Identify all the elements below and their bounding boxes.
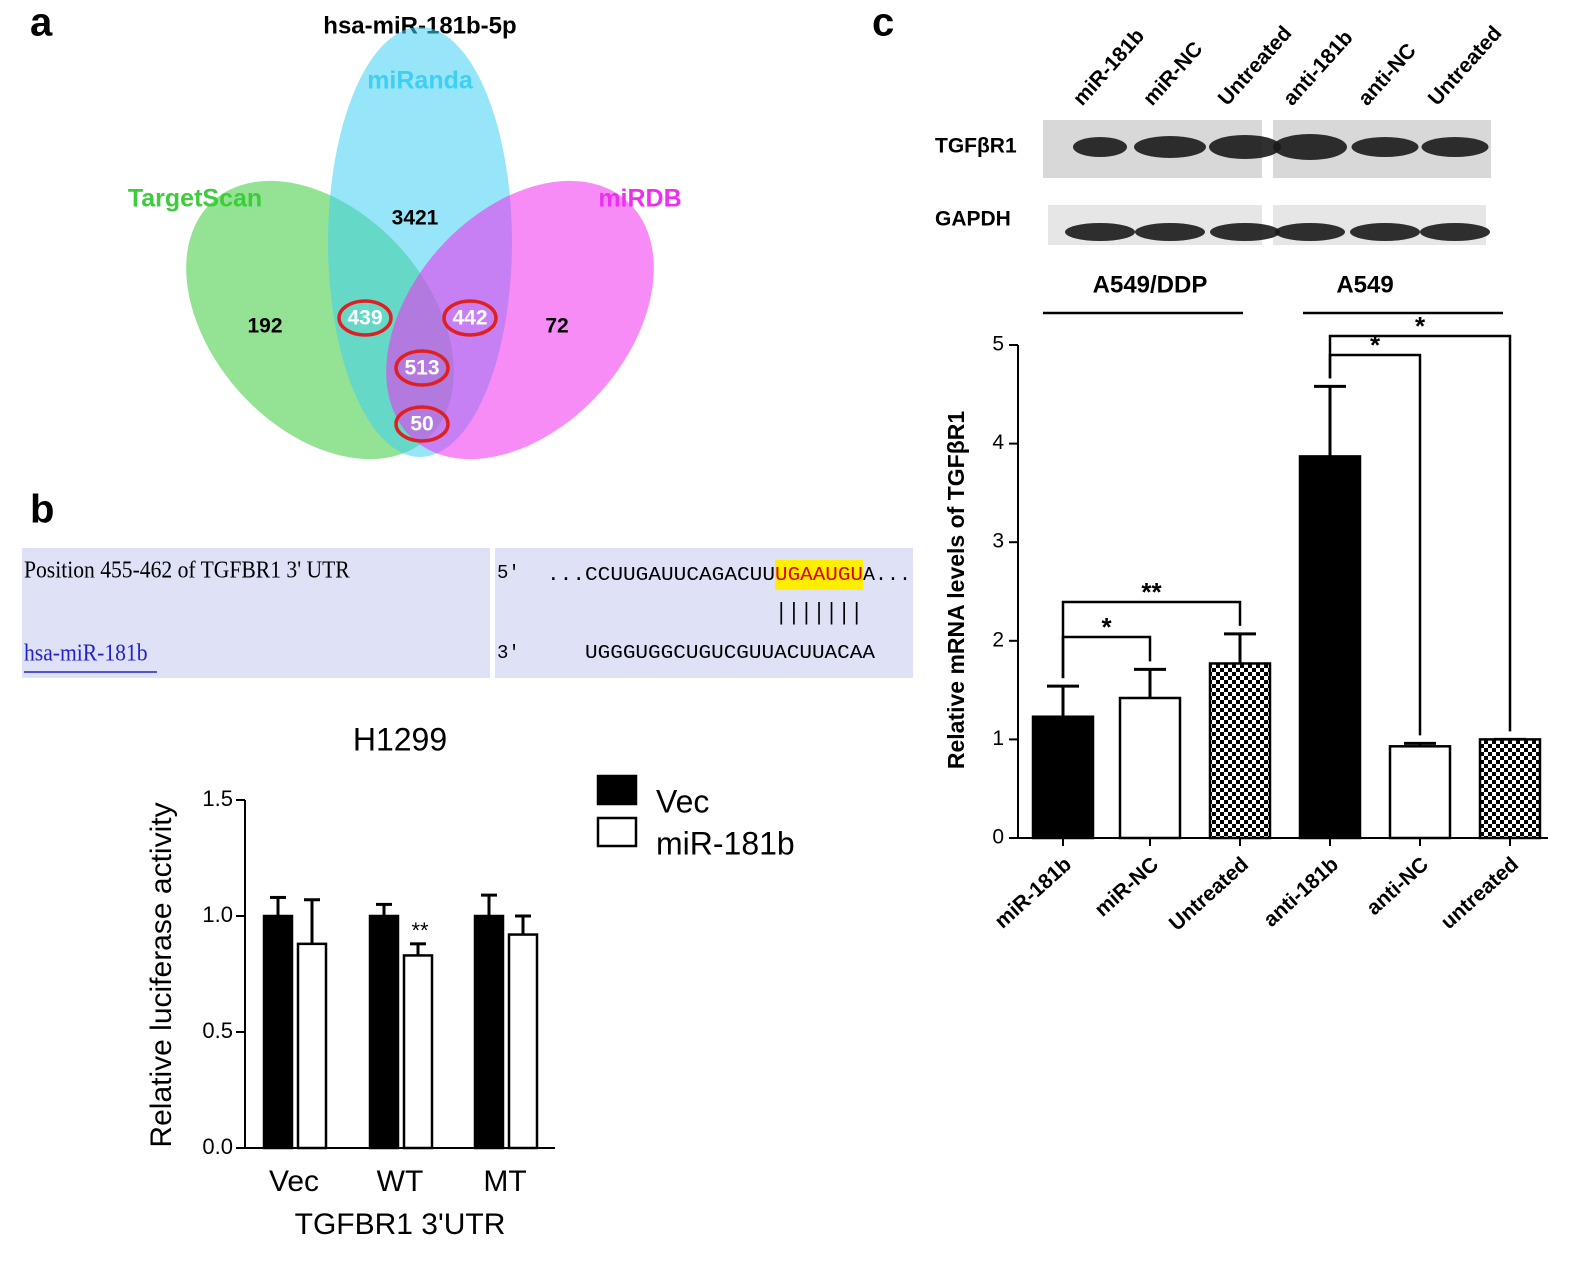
region-count: 72 (545, 315, 568, 338)
utr-label: Position 455-462 of TGFBR1 3' UTR (24, 556, 350, 582)
highlight-ring (394, 405, 450, 443)
blot-band (1209, 135, 1281, 159)
y-tick-label: 0.0 (202, 1134, 233, 1159)
group-label: A549 (1336, 271, 1393, 298)
significance: ** (1141, 577, 1162, 607)
blot-band (1073, 137, 1127, 157)
significance: * (1101, 612, 1112, 642)
x-tick-label: miR-181b (990, 853, 1076, 933)
x-axis-label: TGFBR1 3'UTR (295, 1208, 506, 1241)
strand-end: 5' (497, 562, 520, 584)
set-label: miRDB (598, 185, 681, 213)
y-tick-label: 1.0 (202, 902, 233, 927)
blot-band (1273, 134, 1347, 160)
bar (368, 914, 400, 1150)
pairing: ||||||| (775, 600, 863, 627)
panel-label: b (30, 488, 54, 532)
blot-band (1350, 223, 1420, 241)
set-label: TargetScan (128, 185, 262, 213)
lane-label: miR-181b (1069, 24, 1149, 110)
significance: * (1370, 330, 1381, 360)
region-count: 513 (404, 357, 439, 380)
lane-label: anti-NC (1354, 39, 1421, 110)
panel-label: c (872, 1, 894, 45)
blot-band (1210, 223, 1280, 241)
highlight-ring (337, 299, 393, 337)
bar (402, 954, 434, 1150)
y-tick-label: 1.5 (202, 786, 233, 811)
y-tick-label: 3 (992, 530, 1004, 553)
lane-label: Untreated (1424, 22, 1507, 110)
bar (507, 933, 539, 1150)
x-tick-label: anti-NC (1362, 853, 1433, 920)
panel-label: a (30, 1, 53, 45)
bar (262, 914, 294, 1150)
highlight-ring (442, 299, 498, 337)
bar (1478, 738, 1542, 840)
bar (1388, 745, 1452, 840)
blot-band (1135, 223, 1205, 241)
y-tick-label: 2 (992, 628, 1004, 651)
bar (1298, 455, 1362, 840)
x-tick-label: WT (377, 1165, 424, 1198)
legend-label: Vec (656, 783, 709, 819)
significance-bracket (1061, 635, 1152, 679)
legend-swatch (596, 774, 638, 806)
lane-label: miR-NC (1139, 37, 1208, 110)
y-axis-label: Relative luciferase activity (145, 802, 178, 1147)
x-tick-label: anti-181b (1259, 853, 1343, 932)
bar (1118, 696, 1182, 840)
significance-bracket (1328, 334, 1512, 732)
y-tick-label: 1 (992, 727, 1004, 750)
bar (473, 914, 505, 1150)
x-tick-label: MT (483, 1165, 526, 1198)
bar (296, 942, 328, 1150)
mirna-label: hsa-miR-181b (24, 639, 148, 665)
y-tick-label: 0 (992, 826, 1004, 849)
region-count: 442 (452, 307, 487, 330)
region-count: 50 (410, 413, 433, 436)
alignment-box (22, 548, 490, 678)
mirna-seq: UGGGUGGCUGUCGUUACUUACAA (585, 642, 876, 664)
x-tick-label: Untreated (1165, 853, 1253, 936)
legend-swatch (596, 816, 638, 848)
y-tick-label: 5 (992, 333, 1004, 356)
legend-label: miR-181b (656, 825, 795, 861)
set-ellipse (386, 180, 654, 460)
protein-label: GAPDH (935, 208, 1011, 231)
set-label: miRanda (367, 67, 474, 95)
x-tick-label: miR-NC (1090, 853, 1163, 922)
protein-label: TGFβR1 (935, 135, 1017, 158)
blot-band (1421, 137, 1489, 157)
x-tick-label: untreated (1437, 853, 1523, 934)
strand-end: 3' (497, 642, 520, 664)
blot-band (1420, 223, 1490, 241)
significance: ** (411, 918, 429, 943)
group-label: A549/DDP (1093, 271, 1208, 298)
seed-seq: UGAAUGU (775, 564, 863, 586)
region-count: 439 (347, 307, 382, 330)
blot-band (1065, 223, 1135, 241)
region-count: 3421 (392, 207, 439, 230)
region-count: 192 (247, 315, 282, 338)
utr-seq: ...CCUUGAUUCAGACUU (547, 564, 775, 586)
blot-band (1275, 223, 1345, 241)
bar (1208, 662, 1272, 840)
utr-seq: A... (863, 564, 911, 586)
chart-title: H1299 (353, 721, 447, 757)
x-tick-label: Vec (269, 1165, 319, 1198)
highlight-ring (394, 349, 450, 387)
blot-band (1134, 136, 1206, 158)
y-tick-label: 4 (992, 431, 1004, 454)
significance: * (1415, 311, 1426, 341)
y-axis-label: Relative mRNA levels of TGFβR1 (943, 411, 969, 769)
bar (1031, 715, 1095, 840)
seed-highlight (775, 560, 863, 590)
y-tick-label: 0.5 (202, 1018, 233, 1043)
blot-band (1351, 137, 1419, 157)
